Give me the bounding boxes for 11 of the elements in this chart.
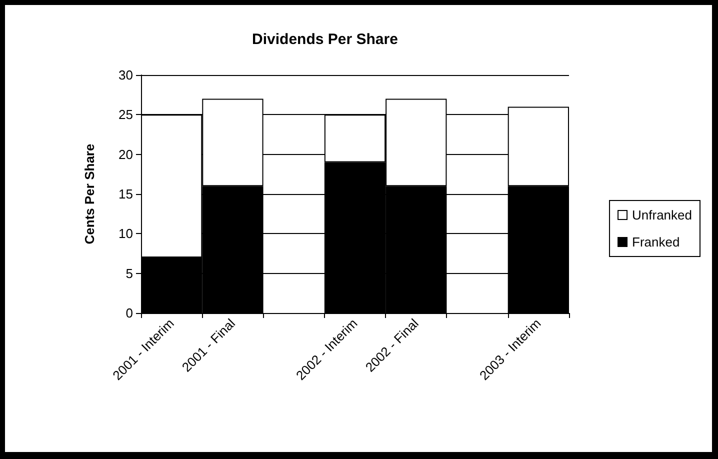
y-tick-label: 25 xyxy=(118,107,133,122)
chart-title: Dividends Per Share xyxy=(252,31,398,48)
y-tick-label: 10 xyxy=(118,226,133,242)
legend-label: Franked xyxy=(632,234,680,250)
y-tick-label: 20 xyxy=(118,146,133,162)
y-tick-label: 15 xyxy=(118,186,133,202)
legend-label: Unfranked xyxy=(632,208,692,222)
y-tick-label: 30 xyxy=(118,68,133,82)
y-axis-title: Cents Per Share xyxy=(82,144,97,244)
y-tick-label: 5 xyxy=(126,266,133,281)
y-tick-label: 0 xyxy=(126,306,133,320)
